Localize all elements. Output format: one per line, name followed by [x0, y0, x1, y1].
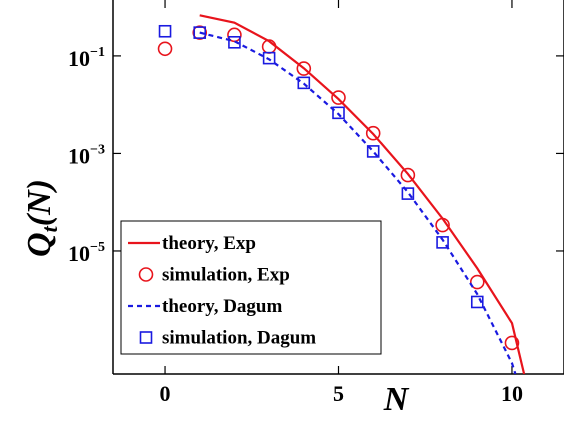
y-ticks: 10−110−310−5	[68, 45, 564, 266]
legend-entry: simulation, Dagum	[139, 328, 316, 349]
series-3	[158, 24, 484, 309]
y-axis-label-suffix: (N)	[21, 179, 58, 226]
x-axis-label: N	[383, 381, 410, 418]
data-point	[332, 106, 345, 120]
data-point	[469, 274, 485, 290]
series-2	[199, 31, 517, 374]
data-point	[400, 167, 416, 183]
data-point	[435, 217, 450, 233]
data-point	[157, 41, 173, 57]
legend: theory, Exp simulation, Exp theory, Dagum s…	[120, 220, 382, 355]
series-line	[199, 14, 526, 374]
legend-entry: theory, Dagum	[128, 296, 283, 317]
data-point	[228, 35, 241, 49]
y-tick-label: 10−5	[68, 240, 105, 266]
y-tick-base: 10	[68, 46, 90, 71]
data-point	[262, 51, 276, 65]
data-point	[296, 61, 312, 76]
data-point	[227, 27, 242, 43]
x-tick-label: 0	[160, 381, 171, 406]
legend-marker-swatch	[139, 331, 153, 344]
legend-entry: theory, Exp	[128, 233, 256, 254]
data-point	[192, 25, 208, 40]
y-tick-exponent: −1	[90, 45, 105, 60]
data-point	[193, 26, 207, 39]
y-axis-label-subscript: t	[37, 225, 62, 232]
series-line	[199, 31, 517, 374]
series-layer	[157, 14, 526, 374]
legend-label: simulation, Exp	[162, 265, 290, 286]
data-point	[331, 90, 346, 105]
y-tick-exponent: −5	[90, 240, 105, 255]
y-tick-base: 10	[68, 143, 90, 168]
legend-label: theory, Dagum	[162, 296, 283, 317]
data-point	[158, 24, 172, 38]
svg-text:Qt(N): Qt(N)	[21, 179, 62, 257]
data-point	[401, 187, 415, 200]
legend-label: simulation, Dagum	[162, 328, 316, 349]
legend-entry: simulation, Exp	[138, 265, 290, 286]
y-axis-label-main: Q	[21, 232, 58, 257]
x-ticks: 0 5 10	[160, 0, 523, 406]
x-tick-label: 10	[501, 381, 523, 406]
legend-label: theory, Exp	[162, 233, 256, 254]
series-0	[199, 14, 526, 374]
y-axis-label: Qt(N)	[21, 179, 62, 257]
y-tick-label: 10−3	[68, 142, 105, 168]
data-point	[436, 236, 449, 249]
y-tick-label: 10−1	[68, 45, 105, 71]
y-tick-exponent: −3	[90, 142, 105, 157]
x-tick-label: 5	[333, 381, 344, 406]
legend-entries: theory, Exp simulation, Exp theory, Dagum s…	[128, 233, 316, 349]
data-point	[366, 145, 380, 158]
data-point	[365, 125, 381, 141]
legend-marker-swatch	[138, 267, 154, 282]
data-point	[470, 295, 484, 309]
series-1	[157, 25, 520, 351]
data-point	[504, 335, 520, 351]
y-tick-base: 10	[68, 241, 90, 266]
legend-box	[120, 220, 382, 355]
data-point	[297, 76, 311, 90]
